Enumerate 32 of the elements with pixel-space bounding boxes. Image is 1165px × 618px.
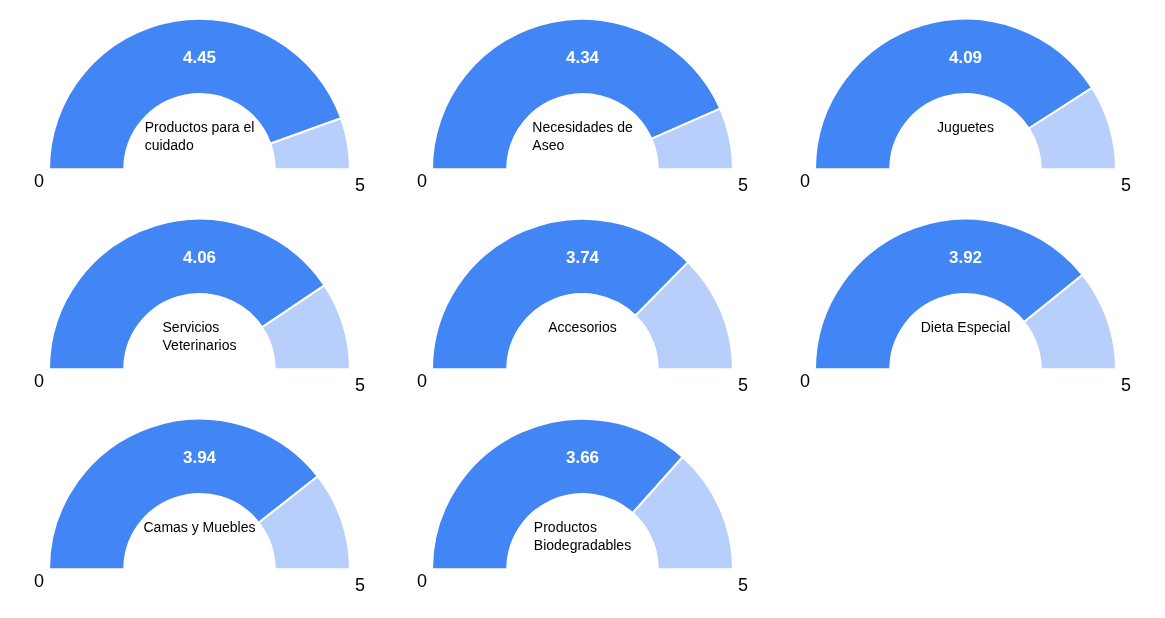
data-label: 4.34 — [565, 48, 600, 68]
text: Camas y Muebles — [143, 518, 256, 535]
text: 5 — [737, 175, 749, 196]
text: 0 — [416, 571, 428, 592]
data-label: 4.45 — [182, 48, 217, 68]
text: 5 — [1120, 175, 1132, 196]
text: 0 — [33, 171, 45, 192]
data-label: 3.94 — [182, 448, 217, 468]
text: 0 — [33, 371, 45, 392]
data-label: 3.66 — [565, 448, 600, 468]
text: 5 — [354, 375, 366, 396]
text: 0 — [799, 371, 811, 392]
text: 5 — [354, 175, 366, 196]
text: 0 — [799, 171, 811, 192]
text: Productos para el cuidado — [144, 118, 255, 153]
text: 5 — [737, 375, 749, 396]
text: Productos Biodegradables — [533, 518, 632, 553]
text: 5 — [737, 575, 749, 596]
data-label: 3.74 — [565, 248, 600, 268]
text: Servicios Veterinarios — [162, 318, 237, 353]
data-label: 4.06 — [182, 248, 217, 268]
text: Juguetes — [937, 118, 994, 135]
text: 0 — [416, 171, 428, 192]
text: Accesorios — [548, 318, 617, 335]
text: 5 — [1120, 375, 1132, 396]
text: 0 — [33, 571, 45, 592]
data-label: 4.09 — [948, 48, 983, 68]
text: 5 — [354, 575, 366, 596]
data-label: 3.92 — [948, 248, 983, 268]
text: Necesidades de Aseo — [532, 118, 633, 153]
text: 0 — [416, 371, 428, 392]
text: Dieta Especial — [920, 318, 1011, 335]
